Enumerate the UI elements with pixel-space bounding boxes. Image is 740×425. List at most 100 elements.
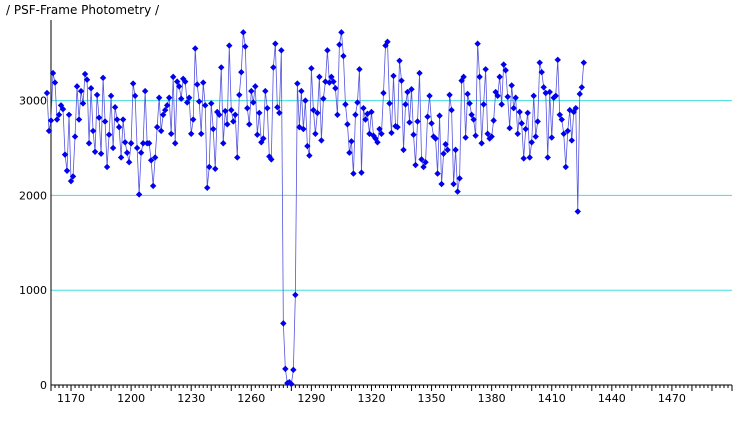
data-point (300, 125, 307, 133)
data-point (208, 100, 215, 107)
data-point (264, 104, 271, 112)
data-point (99, 74, 107, 82)
data-point (512, 94, 519, 101)
data-point (198, 130, 205, 137)
data-point (276, 109, 283, 117)
data-point (474, 40, 481, 47)
data-point (470, 116, 477, 123)
data-point (424, 113, 431, 120)
data-point (496, 73, 503, 81)
data-point (184, 99, 191, 106)
data-point (119, 116, 127, 123)
data-point (504, 93, 511, 100)
data-point (272, 40, 279, 47)
data-point (93, 91, 101, 99)
data-point (566, 106, 573, 114)
data-point (416, 69, 423, 77)
data-point (83, 76, 91, 83)
data-point (51, 79, 59, 86)
data-point (139, 140, 147, 147)
data-point (246, 121, 253, 128)
data-point (332, 85, 339, 92)
data-point (354, 99, 361, 106)
data-point (578, 84, 585, 91)
x-tick-label-1410: 1410 (538, 392, 566, 405)
data-point (69, 173, 77, 180)
data-point (49, 69, 57, 77)
data-point (468, 111, 475, 119)
data-point (131, 92, 139, 100)
data-point (312, 130, 319, 137)
data-point (53, 116, 61, 123)
data-point (133, 144, 141, 152)
data-point (79, 100, 87, 107)
data-point (248, 87, 255, 95)
data-point (210, 125, 217, 133)
data-point (318, 137, 325, 144)
data-point (522, 125, 529, 133)
data-point (75, 116, 83, 123)
data-point (121, 139, 129, 146)
data-point (538, 68, 545, 76)
data-point (576, 90, 583, 98)
data-point (438, 180, 445, 188)
data-point (63, 167, 71, 174)
data-point (536, 59, 543, 66)
data-point (374, 139, 381, 146)
data-point (188, 130, 195, 137)
data-point (218, 64, 225, 71)
data-point (278, 47, 285, 54)
data-point (532, 133, 539, 140)
data-point (414, 118, 421, 125)
data-point (390, 72, 397, 80)
data-point (212, 165, 219, 173)
data-point (320, 95, 327, 102)
data-point (59, 105, 67, 113)
data-point (488, 133, 495, 140)
data-point (65, 111, 73, 119)
y-tick-label-1000: 1000 (19, 284, 47, 297)
data-point (340, 52, 347, 60)
y-tick-label-0: 0 (40, 379, 47, 392)
data-point (338, 29, 345, 36)
data-point (434, 170, 441, 177)
data-point (558, 116, 565, 123)
data-point (554, 56, 561, 64)
data-point (43, 89, 51, 97)
data-point (244, 104, 251, 112)
data-point (137, 149, 145, 156)
data-point (472, 132, 479, 139)
data-point (422, 159, 429, 166)
data-point (550, 94, 557, 101)
data-point (149, 182, 157, 190)
data-point (548, 134, 555, 141)
data-point (169, 73, 177, 81)
data-point (105, 131, 113, 138)
data-point (384, 38, 391, 46)
data-point (125, 159, 133, 166)
x-tick-label-1350: 1350 (418, 392, 446, 405)
data-point (356, 66, 363, 73)
data-point (220, 140, 227, 147)
data-point (214, 108, 221, 116)
data-point (47, 117, 55, 124)
data-point (206, 163, 213, 171)
data-point (153, 123, 161, 131)
data-point (564, 127, 571, 135)
data-point (87, 85, 95, 92)
data-point (450, 180, 457, 188)
x-tick-label-1260: 1260 (237, 392, 265, 405)
data-point (117, 154, 125, 161)
data-point (260, 135, 267, 142)
data-point (45, 127, 53, 135)
data-point (129, 80, 137, 87)
data-point (109, 144, 117, 152)
data-point (141, 87, 149, 95)
data-point (506, 124, 513, 132)
data-point (572, 104, 579, 112)
data-point (540, 84, 547, 91)
data-point (544, 154, 551, 161)
x-tick-label-1230: 1230 (177, 392, 205, 405)
data-point (304, 142, 311, 150)
